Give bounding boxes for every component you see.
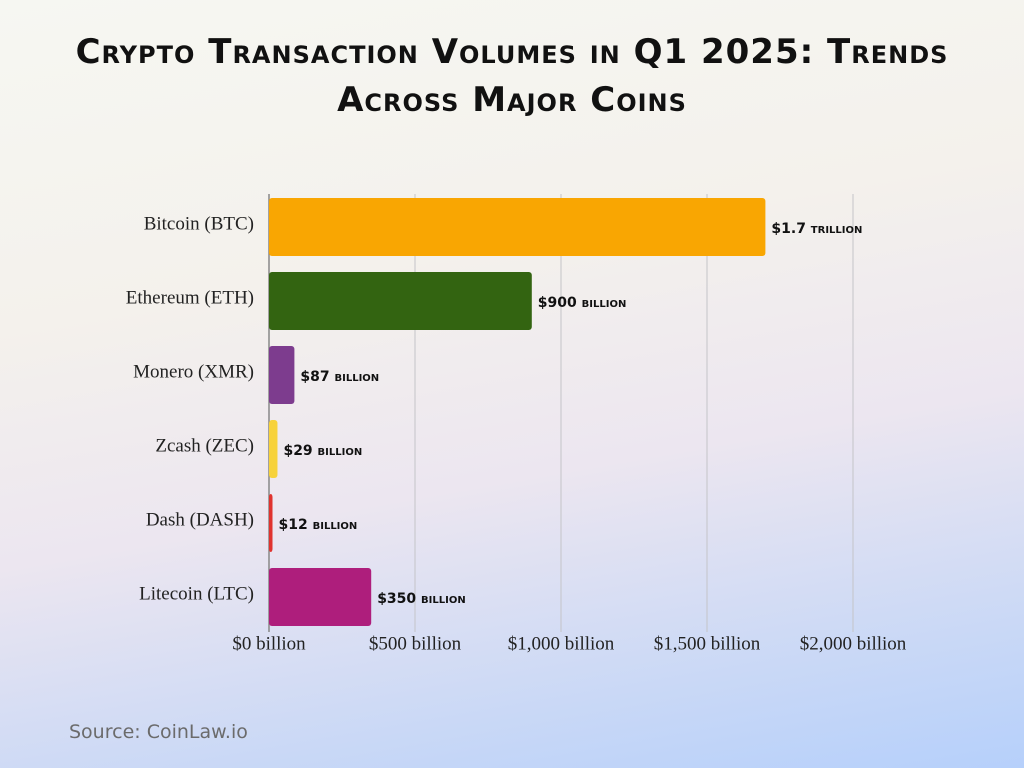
value-label: $350 billion xyxy=(377,591,466,607)
value-label: $1.7 trillion xyxy=(771,221,862,237)
y-tick-label: Litecoin (LTC) xyxy=(139,583,254,604)
bar xyxy=(269,272,532,330)
bar xyxy=(269,198,766,256)
x-tick-label: $1,000 billion xyxy=(508,633,615,654)
x-tick-label: $500 billion xyxy=(369,633,462,654)
bar xyxy=(269,568,372,626)
value-label: $87 billion xyxy=(300,369,379,385)
x-tick-label: $0 billion xyxy=(232,633,306,654)
value-label: $900 billion xyxy=(538,295,627,311)
y-tick-label: Ethereum (ETH) xyxy=(126,287,254,308)
value-label: $12 billion xyxy=(279,517,358,533)
value-label: $29 billion xyxy=(283,443,362,459)
bar xyxy=(269,494,273,552)
chart-title: Crypto Transaction Volumes in Q1 2025: T… xyxy=(75,32,949,120)
source-note: Source: CoinLaw.io xyxy=(69,721,248,743)
bar xyxy=(269,420,278,478)
x-tick-label: $1,500 billion xyxy=(654,633,761,654)
y-tick-label: Monero (XMR) xyxy=(133,361,254,382)
y-tick-label: Bitcoin (BTC) xyxy=(144,213,254,234)
y-tick-label: Zcash (ZEC) xyxy=(155,435,254,456)
x-tick-label: $2,000 billion xyxy=(800,633,907,654)
bar xyxy=(269,346,295,404)
y-tick-label: Dash (DASH) xyxy=(146,509,254,530)
